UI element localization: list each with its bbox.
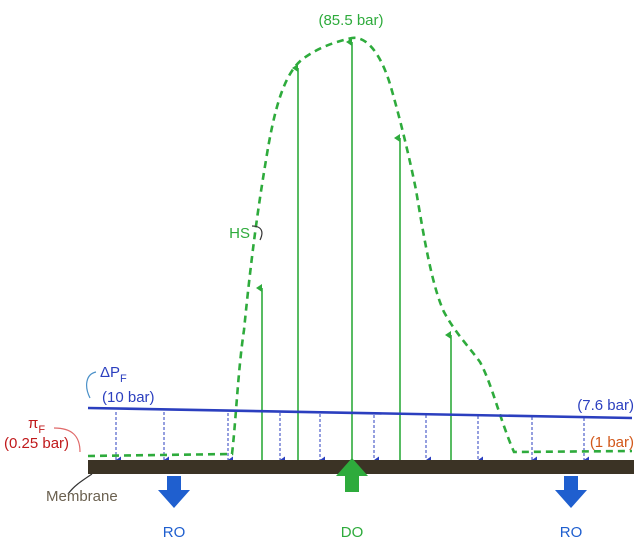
delta-p-symbol-label: ΔPF	[100, 364, 127, 385]
hs-label: HS	[229, 225, 250, 242]
hs-connector	[251, 225, 263, 241]
delta-p-subscript: F	[120, 373, 127, 385]
delta-p-symbol: ΔP	[100, 364, 120, 381]
pi-symbol: π	[28, 415, 38, 432]
delta-p-connector	[86, 371, 97, 399]
pi-left-value: (0.25 bar)	[4, 435, 69, 452]
delta-p-line	[87, 406, 633, 420]
do-arrow-icon	[336, 458, 368, 492]
pi-connector	[53, 427, 81, 453]
pi-symbol-label: πF	[28, 415, 45, 436]
pi-right-value: (1 bar)	[590, 434, 634, 451]
hs-profile-curve	[87, 36, 633, 458]
ro-right-label: RO	[560, 524, 583, 541]
pressure-arrows	[115, 412, 589, 464]
membrane-bar	[88, 460, 634, 474]
ro-right-arrow-icon	[555, 476, 587, 508]
membrane-label: Membrane	[46, 488, 118, 505]
ro-left-label: RO	[163, 524, 186, 541]
pi-subscript: F	[38, 424, 45, 436]
peak-value-label: (85.5 bar)	[318, 12, 383, 29]
delta-p-right-value: (7.6 bar)	[577, 397, 634, 414]
membrane-connector	[67, 473, 93, 495]
ro-left-arrow-icon	[158, 476, 190, 508]
do-label: DO	[341, 524, 364, 541]
delta-p-left-value: (10 bar)	[102, 389, 155, 406]
hs-force-arrows	[256, 38, 452, 460]
